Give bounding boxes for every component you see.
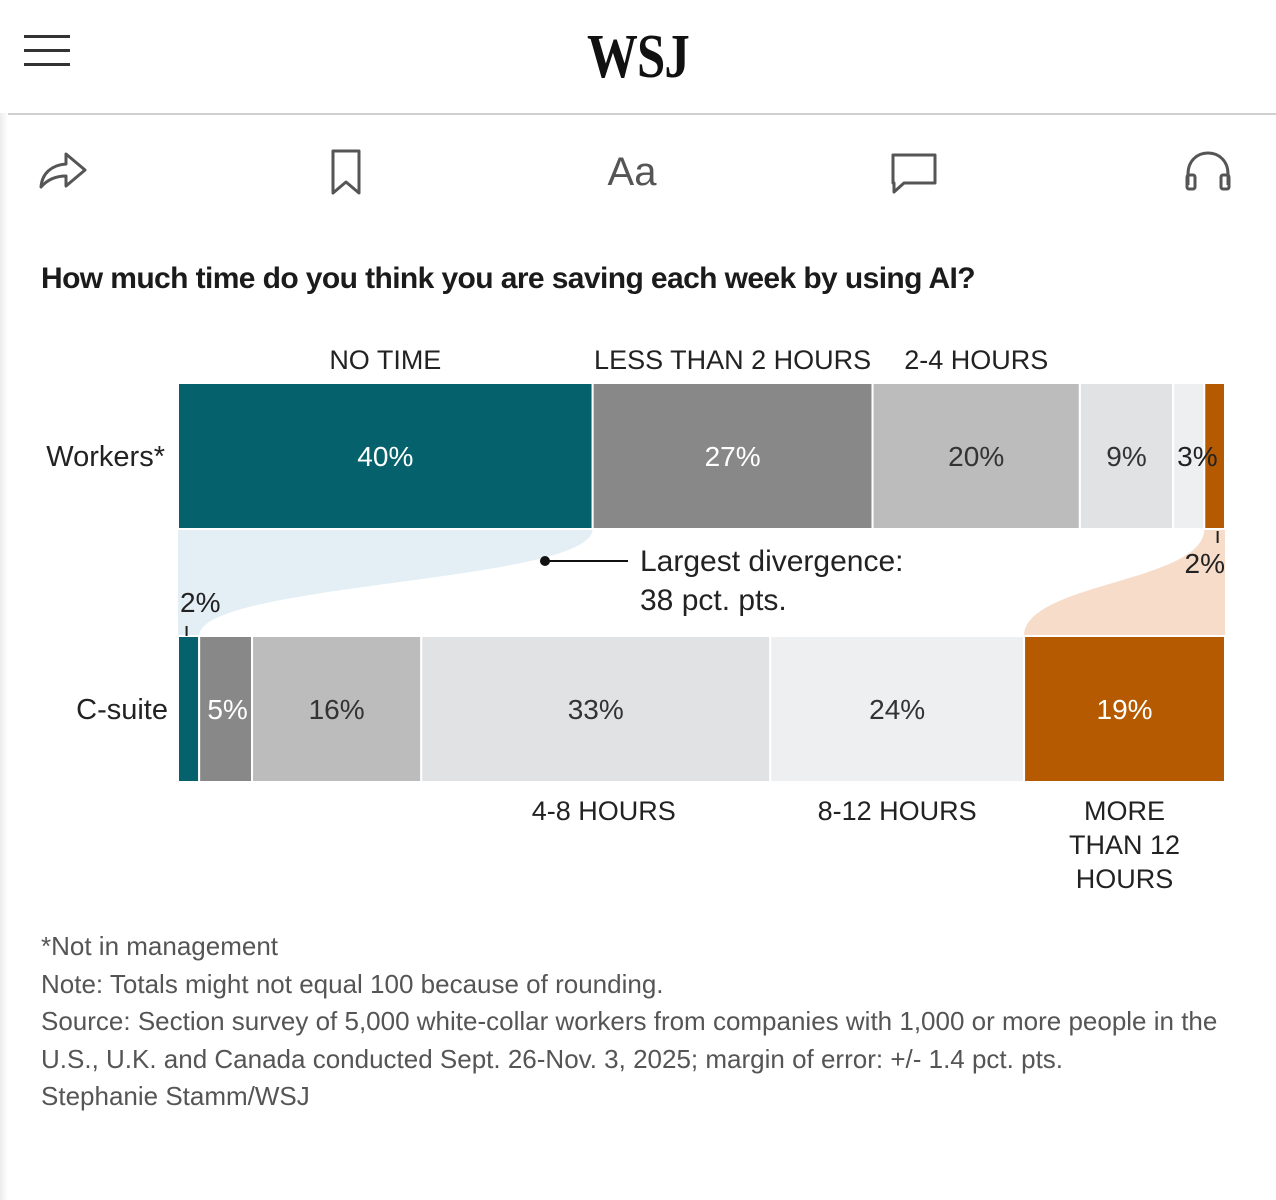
bar-csuite-4 — [769, 635, 1026, 783]
comment-icon[interactable] — [886, 145, 942, 201]
value-label-workers-0: 40% — [357, 441, 413, 472]
value-label-workers-4: 3% — [1177, 441, 1217, 472]
bookmark-icon[interactable] — [318, 145, 374, 201]
share-icon[interactable] — [36, 145, 92, 201]
bar-csuite-5 — [1023, 635, 1226, 783]
category-label-no-time: NO TIME — [329, 345, 441, 375]
category-label-more-than-12-line-2: HOURS — [1076, 864, 1174, 894]
bar-csuite-3 — [420, 635, 772, 783]
divergence-band-more-than-12 — [1024, 529, 1225, 636]
bar-csuite-2 — [251, 635, 423, 783]
series-label-workers: Workers* — [46, 441, 165, 473]
stacked-bar-chart: Workers* C-suite 40% 27% 20% 9% 3% 2% 2% 5% 16% 33%… — [46, 345, 1227, 894]
value-label-csuite-1: 5% — [207, 694, 247, 725]
rounding-note: Note: Totals might not equal 100 because… — [41, 968, 664, 999]
category-label-8-12: 8-12 HOURS — [818, 796, 977, 826]
value-label-workers-1: 27% — [705, 441, 761, 472]
category-label-2-4: 2-4 HOURS — [904, 345, 1048, 375]
bar-workers-4 — [1172, 382, 1206, 530]
category-label-4-8: 4-8 HOURS — [532, 796, 676, 826]
category-label-more-than-12-line-1: THAN 12 — [1069, 830, 1180, 860]
text-size-icon[interactable]: Aa — [607, 150, 657, 194]
source-note: Source: Section survey of 5,000 white-co… — [41, 1006, 1218, 1074]
chart-notes: *Not in management Note: Totals might no… — [41, 928, 1221, 1116]
top-nav-bar: WSJ — [0, 0, 1276, 115]
bar-csuite-1 — [198, 635, 254, 783]
footnote: *Not in management — [41, 931, 279, 961]
annotation-line-1: Largest divergence: — [640, 545, 904, 578]
credit-line: Stephanie Stamm/WSJ — [41, 1081, 310, 1111]
value-label-csuite-3: 33% — [568, 694, 624, 725]
value-label-csuite-2: 16% — [309, 694, 365, 725]
chart-title: How much time do you think you are savin… — [41, 262, 976, 295]
bar-workers-1 — [591, 382, 874, 530]
hamburger-menu-icon[interactable] — [22, 30, 72, 72]
category-label-less-than-2: LESS THAN 2 HOURS — [594, 345, 871, 375]
value-label-workers-3: 9% — [1106, 441, 1146, 472]
series-label-csuite: C-suite — [76, 694, 168, 726]
bar-csuite-0 — [177, 635, 201, 783]
headphones-icon[interactable] — [1180, 145, 1236, 201]
divergence-band-no-time — [178, 529, 593, 636]
value-label-csuite-0: 2% — [180, 587, 220, 618]
value-label-workers-2: 20% — [948, 441, 1004, 472]
bar-workers-0 — [177, 382, 594, 530]
bar-workers-5 — [1203, 382, 1227, 530]
value-label-csuite-4: 24% — [869, 694, 925, 725]
value-label-workers-5: 2% — [1185, 548, 1225, 579]
category-label-more-than-12-line-0: MORE — [1084, 796, 1165, 826]
wsj-logo[interactable]: WSJ — [586, 23, 690, 91]
bar-workers-3 — [1078, 382, 1175, 530]
annotation-line-2: 38 pct. pts. — [640, 584, 787, 617]
page-edge-shadow — [0, 113, 8, 1200]
value-label-csuite-5: 19% — [1097, 694, 1153, 725]
